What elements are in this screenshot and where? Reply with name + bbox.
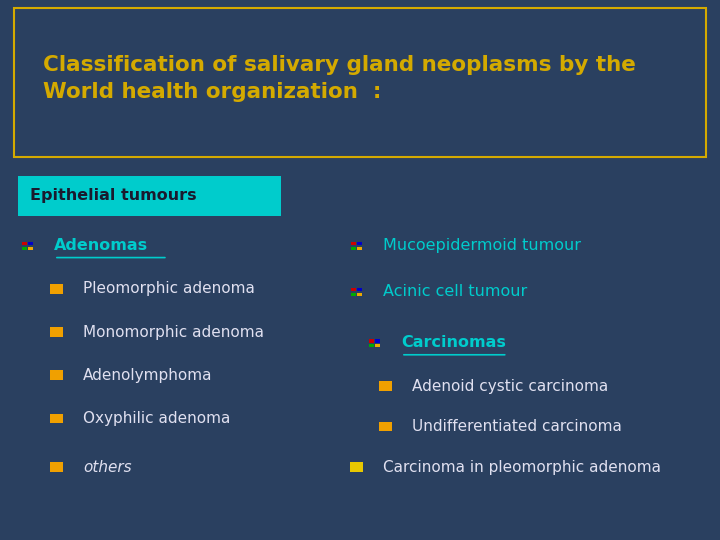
FancyBboxPatch shape [375, 339, 379, 342]
Text: Adenomas: Adenomas [54, 238, 148, 253]
FancyBboxPatch shape [50, 327, 63, 337]
FancyBboxPatch shape [14, 8, 706, 157]
FancyBboxPatch shape [351, 288, 356, 291]
FancyBboxPatch shape [379, 381, 392, 391]
Text: Carcinomas: Carcinomas [401, 335, 506, 350]
FancyBboxPatch shape [18, 176, 281, 216]
FancyBboxPatch shape [50, 462, 63, 472]
FancyBboxPatch shape [28, 247, 32, 250]
Text: Adenolymphoma: Adenolymphoma [83, 368, 212, 383]
FancyBboxPatch shape [375, 344, 379, 347]
FancyBboxPatch shape [350, 462, 363, 472]
FancyBboxPatch shape [357, 293, 361, 296]
FancyBboxPatch shape [369, 344, 374, 347]
Text: Pleomorphic adenoma: Pleomorphic adenoma [83, 281, 255, 296]
FancyBboxPatch shape [50, 414, 63, 423]
Text: others: others [83, 460, 132, 475]
Text: Acinic cell tumour: Acinic cell tumour [383, 284, 527, 299]
Text: Carcinoma in pleomorphic adenoma: Carcinoma in pleomorphic adenoma [383, 460, 661, 475]
FancyBboxPatch shape [351, 242, 356, 245]
FancyBboxPatch shape [22, 242, 27, 245]
FancyBboxPatch shape [369, 339, 374, 342]
Text: Adenoid cystic carcinoma: Adenoid cystic carcinoma [412, 379, 608, 394]
Text: Classification of salivary gland neoplasms by the
World health organization  :: Classification of salivary gland neoplas… [43, 55, 636, 102]
FancyBboxPatch shape [351, 293, 356, 296]
Text: Undifferentiated carcinoma: Undifferentiated carcinoma [412, 419, 621, 434]
FancyBboxPatch shape [357, 247, 361, 250]
FancyBboxPatch shape [22, 247, 27, 250]
FancyBboxPatch shape [351, 247, 356, 250]
FancyBboxPatch shape [357, 242, 361, 245]
Text: Monomorphic adenoma: Monomorphic adenoma [83, 325, 264, 340]
FancyBboxPatch shape [379, 422, 392, 431]
Text: Mucoepidermoid tumour: Mucoepidermoid tumour [383, 238, 581, 253]
FancyBboxPatch shape [357, 288, 361, 291]
FancyBboxPatch shape [28, 242, 32, 245]
FancyBboxPatch shape [50, 370, 63, 380]
FancyBboxPatch shape [50, 284, 63, 294]
Text: Epithelial tumours: Epithelial tumours [30, 188, 197, 203]
Text: Oxyphilic adenoma: Oxyphilic adenoma [83, 411, 230, 426]
